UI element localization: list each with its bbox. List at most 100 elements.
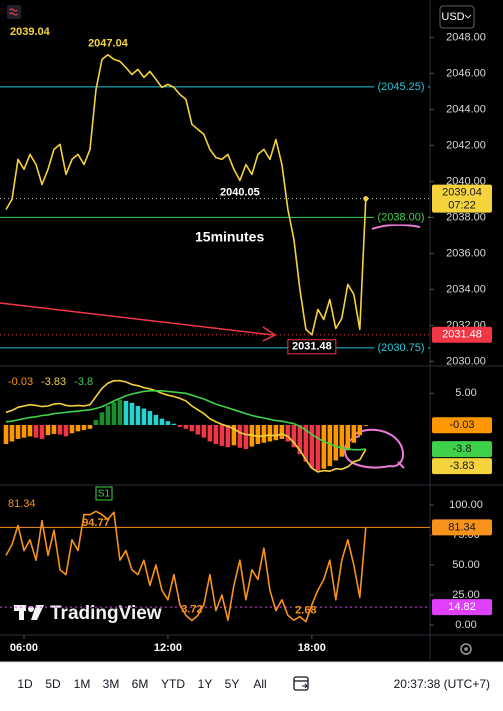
histogram-bar [261, 425, 267, 443]
legend-value: -0.03 [8, 376, 33, 388]
range-button[interactable]: 3M [103, 677, 120, 691]
histogram-bar [33, 425, 39, 438]
histogram-bar [117, 399, 123, 425]
x-tick-label: 18:00 [298, 642, 326, 654]
range-button[interactable]: 1M [74, 677, 91, 691]
y-tick-label: 2040.00 [446, 175, 486, 187]
price-line-series [5, 53, 367, 336]
y-tick-label: 2034.00 [446, 283, 486, 295]
histogram-bar [3, 425, 9, 444]
y-tick-label: 2042.00 [446, 139, 486, 151]
range-button[interactable]: 5D [45, 677, 61, 691]
range-button[interactable]: 6M [132, 677, 149, 691]
histogram-bar [303, 425, 309, 462]
countdown: 07:22 [448, 200, 476, 212]
histogram-bar [363, 425, 369, 426]
histogram-bar [195, 425, 201, 435]
histogram-bar [51, 425, 57, 434]
y-tick-label: 2038.00 [446, 211, 486, 223]
y-tick-label: 2036.00 [446, 247, 486, 259]
watermark: TradingView [14, 603, 162, 624]
label-frame [287, 339, 337, 355]
value-label: 2.68 [295, 605, 316, 617]
range-button[interactable]: 1Y [198, 677, 213, 691]
range-button[interactable]: YTD [161, 677, 185, 691]
histogram-bar [285, 425, 291, 442]
level-tag-box [432, 599, 492, 616]
histogram-bar [27, 425, 33, 437]
settings[interactable] [460, 643, 472, 655]
histogram-bar [333, 425, 339, 461]
histogram-bar [309, 425, 315, 469]
pen-stroke [371, 223, 421, 230]
toolbar [0, 662, 503, 711]
histogram-bar [357, 425, 363, 436]
level-tag: 14.82 [448, 601, 476, 613]
histogram-bar [219, 425, 225, 446]
histogram-bar [225, 425, 231, 448]
histogram-bar [171, 423, 177, 425]
histogram-bar [345, 425, 351, 451]
icon-glyph [9, 8, 18, 16]
symbol-icon [7, 5, 21, 19]
price-line-tag-box [432, 326, 492, 343]
marker-box [95, 486, 113, 501]
value-tag-box [432, 417, 492, 434]
histogram-bar [201, 425, 207, 438]
y-tick-label: 5.00 [455, 387, 476, 399]
histogram-bar [321, 425, 327, 469]
calendar[interactable] [293, 676, 309, 691]
value-label: 2031.48 [292, 341, 332, 353]
gear[interactable] [460, 643, 472, 655]
histogram-bar [159, 418, 165, 425]
value-tag-box [432, 441, 492, 458]
histogram-bar [213, 425, 219, 444]
pane-separators [0, 0, 503, 660]
histogram-bar [255, 425, 261, 444]
logo-stem [19, 605, 24, 620]
range-button[interactable]: 5Y [225, 677, 240, 691]
calendar-arrow [302, 683, 308, 689]
histogram-bar [45, 425, 51, 436]
icon-box [7, 5, 21, 19]
histogram-bar [297, 425, 303, 455]
level-label-bg [374, 210, 428, 225]
histogram-bar [183, 425, 189, 429]
value-tag: -3.83 [449, 460, 474, 472]
signal-line [5, 390, 366, 451]
level-label-bg [374, 340, 428, 355]
histogram-bar [189, 425, 195, 432]
annotation: 15minutes [195, 229, 264, 245]
logo-dot [28, 606, 34, 612]
histogram-bar [231, 425, 237, 446]
range-button[interactable]: All [253, 677, 266, 691]
histogram-bar [315, 425, 321, 471]
arrow-head [262, 326, 277, 342]
y-tick-label: 2046.00 [446, 67, 486, 79]
price-line-tag: 2031.48 [442, 329, 482, 341]
currency-label[interactable]: USD [441, 11, 464, 23]
histogram-bar [69, 425, 75, 434]
histogram-bar [153, 414, 159, 425]
chevron [464, 14, 472, 19]
currency-box[interactable] [439, 5, 475, 29]
gear-hub [464, 647, 468, 651]
currency-selector[interactable]: USD [439, 5, 475, 29]
value-tag: -0.03 [449, 419, 474, 431]
histogram-bar [81, 425, 87, 431]
y-tick-label: 100.00 [449, 499, 483, 511]
histogram-bar [9, 425, 15, 442]
histogram-bar [243, 425, 249, 450]
histogram-bar [339, 425, 345, 457]
calendar-icon[interactable] [293, 676, 309, 691]
range-button[interactable]: 1D [17, 677, 33, 691]
value-tag: -3.8 [453, 443, 472, 455]
trend-arrow [0, 302, 274, 336]
marker-label: S1 [98, 489, 111, 500]
level-label: (2038.00) [377, 211, 424, 223]
level-label: (2045.25) [377, 81, 424, 93]
legend-value: -3.8 [74, 376, 93, 388]
